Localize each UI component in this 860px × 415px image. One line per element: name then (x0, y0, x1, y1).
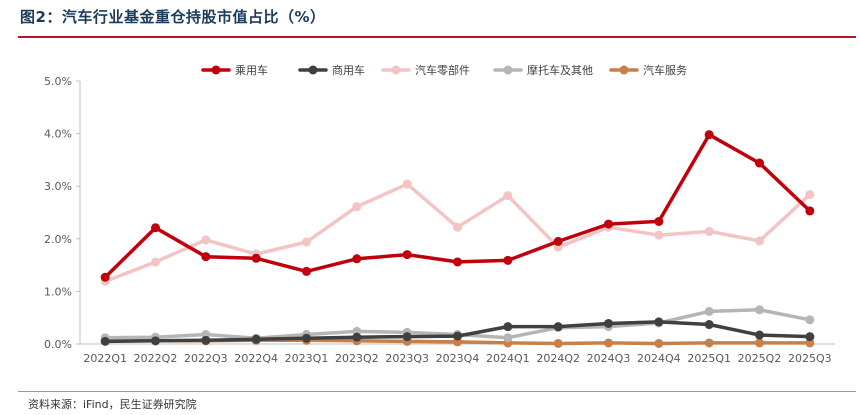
legend-label: 汽车零部件 (415, 63, 470, 77)
data-point (755, 330, 764, 340)
data-point (151, 336, 160, 346)
data-point (755, 338, 764, 348)
x-tick-label: 2023Q4 (436, 352, 480, 365)
data-point (453, 257, 462, 267)
x-tick-label: 2023Q1 (285, 352, 329, 365)
x-tick-label: 2022Q1 (83, 352, 127, 365)
data-point (402, 179, 412, 189)
data-point (151, 223, 160, 233)
data-point (201, 335, 211, 345)
data-point (704, 338, 714, 348)
data-point (805, 190, 815, 200)
data-point (654, 230, 664, 240)
legend-label: 商用车 (332, 63, 365, 77)
legend-swatch-marker (391, 65, 401, 75)
x-tick-label: 2024Q3 (587, 352, 631, 365)
source-note: 资料来源：iFind，民生证券研究院 (28, 398, 197, 411)
data-point (402, 332, 412, 342)
x-tick-label: 2022Q2 (134, 352, 178, 365)
legend-swatch-marker (308, 65, 318, 75)
data-point (553, 322, 563, 332)
data-point (251, 334, 261, 344)
data-point (453, 222, 462, 232)
data-point (654, 216, 664, 226)
x-tick-label: 2025Q1 (687, 352, 731, 365)
x-tick-label: 2022Q3 (184, 352, 228, 365)
data-point (151, 257, 160, 267)
legend-label: 乘用车 (235, 63, 268, 77)
series-line (103, 132, 812, 279)
data-point (201, 235, 211, 245)
data-point (553, 338, 563, 348)
series-line (103, 182, 812, 284)
data-point (453, 331, 462, 341)
legend-label: 汽车服务 (643, 63, 687, 77)
data-point (604, 338, 613, 348)
data-point (654, 317, 664, 327)
data-point (503, 191, 513, 201)
figure-title: 图2：汽车行业基金重仓持股市值占比（%） (20, 8, 326, 26)
y-tick-label: 3.0% (44, 180, 72, 193)
legend-swatch-marker (503, 65, 513, 75)
x-tick-label: 2022Q4 (234, 352, 278, 365)
data-point (100, 272, 110, 282)
data-point (704, 306, 714, 316)
data-point (352, 254, 362, 264)
data-point (402, 250, 412, 260)
data-point (805, 206, 815, 216)
data-point (352, 202, 362, 212)
data-point (503, 333, 513, 343)
x-tick-label: 2024Q4 (637, 352, 681, 365)
data-point (302, 333, 311, 343)
data-point (352, 332, 362, 342)
data-point (755, 158, 764, 168)
legend-swatch-marker (211, 65, 221, 75)
data-point (805, 315, 815, 325)
data-point (553, 236, 563, 246)
x-tick-label: 2025Q3 (788, 352, 832, 365)
x-tick-label: 2025Q2 (738, 352, 782, 365)
x-tick-label: 2024Q1 (486, 352, 530, 365)
y-tick-label: 1.0% (44, 285, 72, 298)
data-point (704, 130, 714, 140)
legend-label: 摩托车及其他 (527, 63, 593, 77)
data-point (805, 338, 815, 348)
data-point (100, 336, 110, 346)
line-chart: 0.0% 1.0% 2.0% 3.0% 4.0% 5.0% 2022Q1 2022Q2 2022… (44, 63, 835, 365)
data-point (755, 236, 764, 246)
legend-swatch-marker (619, 65, 629, 75)
x-tick-label: 2023Q2 (335, 352, 379, 365)
data-point (503, 322, 513, 332)
y-tick-label: 5.0% (44, 75, 72, 88)
data-point (755, 305, 764, 315)
data-point (604, 318, 613, 328)
y-tick-label: 2.0% (44, 233, 72, 246)
data-point (302, 266, 311, 276)
x-tick-label: 2023Q3 (385, 352, 429, 365)
source-rule (18, 391, 856, 392)
data-point (251, 253, 261, 263)
data-point (704, 320, 714, 330)
title-rule (18, 36, 856, 38)
y-tick-label: 4.0% (44, 128, 72, 141)
data-point (704, 226, 714, 236)
x-tick-label: 2024Q2 (536, 352, 580, 365)
data-point (604, 219, 613, 229)
y-tick-label: 0.0% (44, 338, 72, 351)
data-point (805, 332, 815, 342)
data-point (201, 252, 211, 262)
data-point (503, 255, 513, 265)
data-point (302, 237, 311, 247)
data-point (654, 338, 664, 348)
